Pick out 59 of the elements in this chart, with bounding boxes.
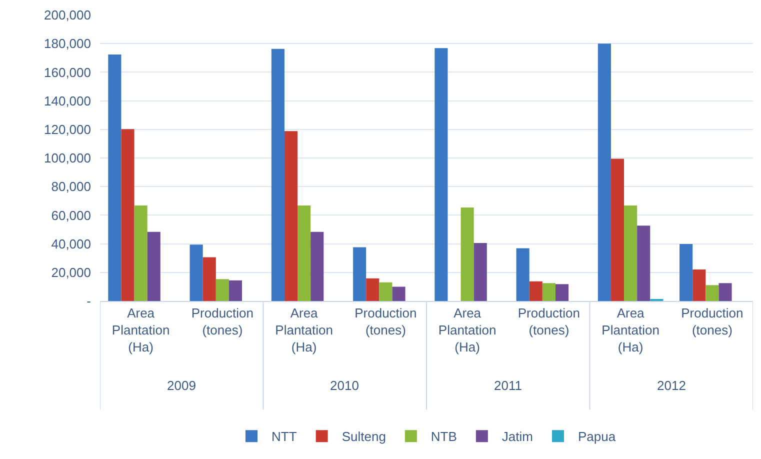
- legend-label: Papua: [578, 429, 616, 444]
- x-tick-label: Production (tones): [518, 306, 580, 338]
- bar: [555, 284, 569, 301]
- y-tick-label: 80,000: [51, 179, 91, 194]
- bar: [680, 244, 693, 301]
- y-tick-label: 40,000: [51, 236, 91, 252]
- bar: [392, 286, 406, 301]
- bar: [190, 244, 203, 301]
- bar: [706, 285, 719, 301]
- y-tick-label: 200,000: [44, 8, 91, 23]
- bar: [353, 247, 366, 301]
- bar: [298, 205, 311, 301]
- bar: [310, 232, 324, 301]
- x-tick-label: Area Plantation (Ha): [112, 306, 170, 354]
- bar: [271, 48, 284, 301]
- bar: [529, 281, 542, 301]
- y-tick-label: 60,000: [51, 208, 91, 223]
- y-tick-label: 160,000: [44, 64, 91, 80]
- legend-label: Sulteng: [342, 429, 386, 444]
- y-tick-label: 20,000: [51, 264, 91, 280]
- bar: [202, 257, 216, 301]
- x-tick-label: Area Plantation (Ha): [438, 306, 496, 354]
- bar: [460, 207, 474, 301]
- bar: [134, 205, 148, 301]
- bar: [474, 242, 487, 301]
- legend-label: Jatim: [502, 429, 533, 444]
- bar: [516, 248, 530, 301]
- y-tick-label: 100,000: [44, 150, 91, 166]
- bar: [434, 48, 448, 301]
- text: 2010: [330, 378, 359, 393]
- bar: [121, 129, 134, 301]
- bar: [216, 279, 229, 301]
- bar: [624, 205, 638, 301]
- x-tick-label: Production (tones): [681, 306, 744, 338]
- bar: [108, 54, 122, 301]
- x-tick-label: Area Plantation (Ha): [275, 306, 333, 354]
- legend-label: NTT: [272, 429, 297, 444]
- y-tick-label: 120,000: [44, 122, 91, 137]
- bar: [692, 270, 706, 301]
- bar: [379, 282, 392, 301]
- bar: [637, 226, 650, 301]
- y-tick-label: 140,000: [44, 93, 91, 108]
- y-tick-label: 180,000: [44, 36, 91, 52]
- bar: [147, 232, 160, 301]
- text: 2012: [657, 378, 686, 393]
- x-tick-label: Area Plantation (Ha): [602, 306, 660, 354]
- text: 2011: [494, 378, 522, 393]
- bar: [610, 158, 624, 301]
- text: 2009: [167, 378, 196, 393]
- x-tick-label: Production (tones): [354, 306, 417, 338]
- bar: [228, 280, 242, 301]
- bar: [542, 283, 556, 301]
- bar: [366, 278, 380, 301]
- bar: [718, 283, 732, 301]
- bar: [598, 44, 611, 301]
- y-tick-label: -: [86, 294, 91, 309]
- bar: [284, 131, 298, 301]
- legend-label: NTB: [430, 429, 457, 444]
- x-tick-label: Production (tones): [191, 306, 254, 338]
